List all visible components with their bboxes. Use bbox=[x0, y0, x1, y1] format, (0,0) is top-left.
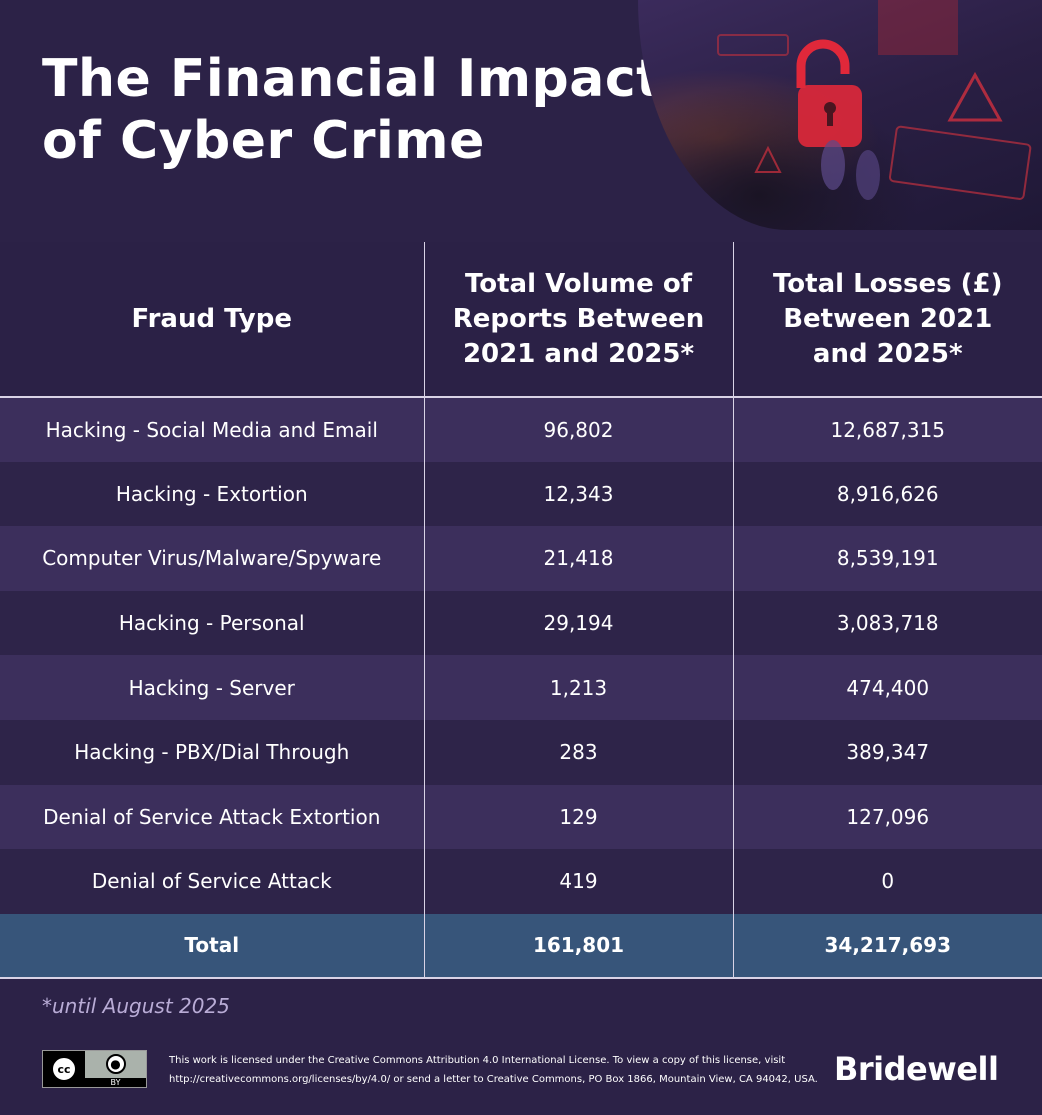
title-line-1: The Financial Impact bbox=[42, 49, 662, 109]
title-line-2: of Cyber Crime bbox=[42, 111, 485, 171]
table-row: Hacking - PBX/Dial Through 283 389,347 bbox=[0, 719, 1042, 785]
fraud-type-cell: Denial of Service Attack Extortion bbox=[0, 784, 425, 850]
table-row: Denial of Service Attack 419 0 bbox=[0, 849, 1042, 914]
footnote: *until August 2025 bbox=[42, 994, 230, 1018]
header-text: Fraud Type bbox=[131, 303, 292, 334]
losses-cell: 8,916,626 bbox=[836, 481, 939, 506]
reports-cell: 29,194 bbox=[424, 590, 734, 656]
header-text: 2021 and 2025* bbox=[462, 338, 695, 369]
table-row: Hacking - Social Media and Email 96,802 12… bbox=[0, 397, 1042, 462]
fraud-type-cell: Hacking - Social Media and Email bbox=[0, 397, 425, 462]
header-text: Between 2021 bbox=[783, 303, 993, 334]
fraud-type-cell: Hacking - PBX/Dial Through bbox=[0, 719, 425, 785]
fraud-type-cell: Hacking - Extortion bbox=[0, 461, 425, 527]
reports-cell: 21,418 bbox=[424, 526, 734, 591]
padlock-icon bbox=[796, 39, 850, 88]
total-label: Total bbox=[0, 913, 425, 978]
reports-cell: 96,802 bbox=[424, 397, 734, 462]
bridewell-logo: Bridewell bbox=[834, 1050, 999, 1088]
license-line-1: This work is licensed under the Creative… bbox=[169, 1055, 786, 1066]
losses-cell: 12,687,315 bbox=[830, 417, 945, 442]
reports-cell: 1,213 bbox=[424, 655, 734, 720]
fraud-type-cell: Hacking - Personal bbox=[0, 590, 425, 656]
cc-by-license-badge[interactable]: cc ● BY bbox=[42, 1050, 147, 1088]
table-row: Hacking - Personal 29,194 3,083,718 bbox=[0, 590, 1042, 656]
reports-cell: 12,343 bbox=[424, 461, 734, 527]
losses-cell: 127,096 bbox=[846, 804, 930, 829]
cc-icon: cc bbox=[51, 1056, 77, 1082]
fraud-type-cell: Denial of Service Attack bbox=[0, 849, 425, 914]
table-header-row: Fraud Type Total Volume of Reports Betwe… bbox=[0, 242, 1042, 397]
losses-cell: 3,083,718 bbox=[836, 611, 939, 636]
reports-cell: 283 bbox=[424, 719, 734, 785]
table-row: Hacking - Extortion 12,343 8,916,626 bbox=[0, 461, 1042, 527]
fraud-type-cell: Computer Virus/Malware/Spyware bbox=[0, 526, 425, 591]
fraud-type-cell: Hacking - Server bbox=[0, 655, 425, 720]
losses-cell: 0 bbox=[881, 869, 895, 894]
losses-cell: 8,539,191 bbox=[836, 546, 939, 571]
header-text: Reports Between bbox=[452, 303, 705, 334]
header-fraud-type: Fraud Type bbox=[0, 242, 425, 397]
losses-cell: 389,347 bbox=[846, 740, 930, 765]
total-row: Total 161,801 34,217,693 bbox=[0, 913, 1042, 978]
table-row: Computer Virus/Malware/Spyware 21,418 8,53… bbox=[0, 526, 1042, 591]
header-total-losses: Total Losses (£) Between 2021 and 2025* bbox=[733, 242, 1042, 397]
header-text: and 2025* bbox=[812, 338, 963, 369]
fraud-losses-table: Fraud Type Total Volume of Reports Betwe… bbox=[0, 242, 1042, 979]
reports-cell: 419 bbox=[424, 849, 734, 914]
by-label: BY bbox=[85, 1078, 146, 1087]
header-total-reports: Total Volume of Reports Between 2021 and… bbox=[424, 242, 734, 397]
license-text: This work is licensed under the Creative… bbox=[169, 1051, 819, 1089]
page-title: The Financial Impact of Cyber Crime bbox=[42, 48, 662, 172]
attribution-person-icon: ● bbox=[105, 1054, 126, 1074]
table-row: Hacking - Server 1,213 474,400 bbox=[0, 655, 1042, 720]
warning-icon bbox=[947, 71, 1003, 122]
table-row: Denial of Service Attack Extortion 129 127… bbox=[0, 784, 1042, 850]
losses-cell: 474,400 bbox=[846, 675, 930, 700]
license-line-2[interactable]: http://creativecommons.org/licenses/by/4… bbox=[169, 1074, 818, 1085]
total-losses: 34,217,693 bbox=[824, 933, 952, 958]
reports-cell: 129 bbox=[424, 784, 734, 850]
header-text: Total Losses (£) bbox=[773, 268, 1003, 299]
header-text: Total Volume of bbox=[464, 268, 693, 299]
padlock-warning-illustration bbox=[717, 0, 1032, 200]
total-reports: 161,801 bbox=[424, 913, 734, 978]
hero-image-cyber-lock bbox=[638, 0, 1042, 230]
